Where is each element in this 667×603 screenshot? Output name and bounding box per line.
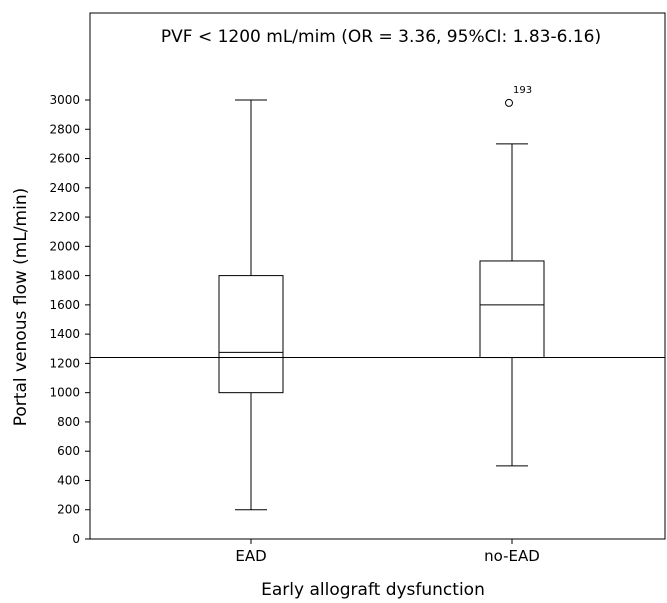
y-tick-label: 2200 [49, 210, 80, 224]
y-tick-label: 3000 [49, 93, 80, 107]
chart-title: PVF < 1200 mL/mim (OR = 3.36, 95%CI: 1.8… [161, 27, 601, 47]
outlier-point [505, 98, 513, 107]
iqr-box [218, 275, 284, 394]
y-tick-label: 2400 [49, 181, 80, 195]
y-tick-label: 1000 [49, 386, 80, 400]
y-axis: 0 200 400 600 800 1000 1200 1400 1600 1800 2000 220… [49, 93, 90, 546]
y-tick-label: 400 [57, 473, 80, 487]
y-tick-label: 2600 [49, 152, 80, 166]
y-tick-label: 1600 [49, 298, 80, 312]
x-tick-label: EAD [235, 547, 266, 565]
y-axis-label: Portal venous flow (mL/min) [11, 188, 31, 426]
y-tick-label: 1200 [49, 356, 80, 370]
y-tick-label: 2000 [49, 239, 80, 253]
x-axis-label: Early allograft dysfunction [261, 580, 485, 599]
y-tick-label: 200 [57, 503, 80, 517]
x-axis: EAD no-EAD [235, 539, 540, 565]
iqr-box [479, 260, 545, 359]
y-tick-label: 1400 [49, 327, 80, 341]
y-tick-label: 0 [72, 532, 80, 546]
y-tick-label: 600 [57, 444, 80, 458]
outlier-label: 193 [513, 85, 532, 96]
y-tick-label: 800 [57, 415, 80, 429]
box-series: 193 [218, 85, 545, 511]
plot-frame [89, 12, 666, 540]
y-tick-label: 2800 [49, 122, 80, 136]
y-tick-label: 1800 [49, 269, 80, 283]
x-tick-label: no-EAD [484, 547, 540, 565]
box-no-ead: 193 [479, 85, 545, 467]
box-ead [218, 99, 284, 511]
